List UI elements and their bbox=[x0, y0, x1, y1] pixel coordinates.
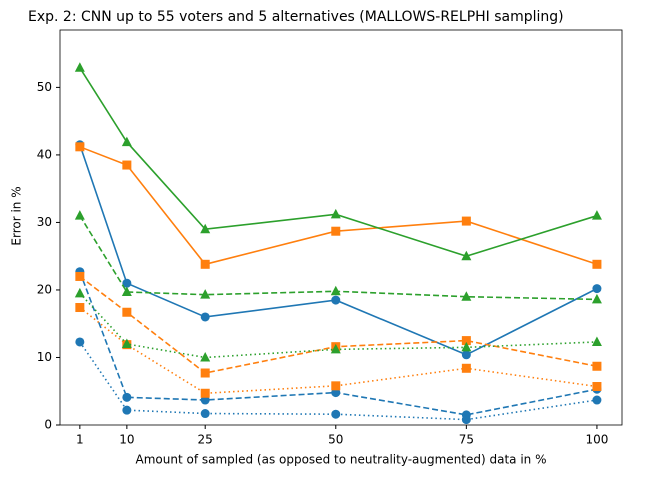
marker bbox=[74, 210, 85, 220]
marker bbox=[75, 271, 85, 281]
y-tick-label: 20 bbox=[37, 282, 52, 296]
series-line bbox=[79, 341, 598, 421]
marker bbox=[200, 312, 210, 322]
y-tick-label: 30 bbox=[37, 215, 52, 229]
y-tick-label: 10 bbox=[37, 350, 52, 364]
marker bbox=[461, 291, 472, 301]
x-axis-label: Amount of sampled (as opposed to neutral… bbox=[136, 453, 547, 467]
marker bbox=[200, 223, 211, 234]
marker bbox=[200, 259, 210, 269]
marker bbox=[591, 336, 602, 346]
series-line bbox=[79, 215, 597, 301]
marker bbox=[122, 307, 132, 317]
plot-frame bbox=[59, 29, 623, 426]
marker bbox=[331, 226, 341, 236]
marker bbox=[461, 341, 472, 352]
marker bbox=[122, 405, 132, 415]
x-tick-label: 75 bbox=[459, 433, 474, 447]
marker bbox=[121, 286, 132, 296]
x-tick-label: 50 bbox=[328, 433, 343, 447]
marker bbox=[122, 160, 132, 170]
marker bbox=[592, 259, 602, 269]
x-tick-label: 100 bbox=[585, 433, 608, 447]
marker bbox=[331, 295, 341, 305]
marker bbox=[200, 368, 210, 378]
marker bbox=[200, 388, 210, 398]
marker bbox=[331, 381, 341, 391]
marker bbox=[122, 392, 132, 402]
x-tick-label: 1 bbox=[76, 433, 84, 447]
marker bbox=[200, 409, 210, 419]
marker bbox=[592, 382, 602, 392]
series-line bbox=[79, 67, 598, 258]
chart-title: Exp. 2: CNN up to 55 voters and 5 altern… bbox=[28, 9, 564, 25]
marker bbox=[200, 351, 211, 362]
marker bbox=[461, 336, 471, 346]
x-tick-label: 25 bbox=[198, 433, 213, 447]
y-tick-label: 40 bbox=[37, 147, 52, 161]
series-line bbox=[79, 271, 598, 416]
marker bbox=[461, 350, 471, 360]
series-line bbox=[79, 306, 598, 395]
marker bbox=[121, 136, 132, 147]
marker bbox=[75, 337, 85, 347]
marker bbox=[461, 415, 471, 425]
marker bbox=[331, 388, 341, 398]
marker bbox=[200, 289, 211, 299]
series-line bbox=[79, 144, 598, 356]
marker bbox=[122, 278, 132, 288]
marker bbox=[75, 142, 85, 152]
marker bbox=[461, 250, 472, 261]
marker bbox=[331, 409, 341, 419]
marker bbox=[461, 363, 471, 373]
y-tick-label: 50 bbox=[37, 80, 52, 94]
marker bbox=[121, 338, 132, 348]
y-axis-label: Error in % bbox=[10, 186, 24, 245]
marker bbox=[330, 285, 341, 296]
marker bbox=[200, 395, 210, 405]
marker bbox=[74, 62, 85, 72]
marker bbox=[592, 395, 602, 405]
x-tick-label: 10 bbox=[119, 433, 134, 447]
marker bbox=[330, 343, 341, 354]
marker bbox=[591, 293, 602, 304]
marker bbox=[591, 210, 602, 220]
marker bbox=[592, 284, 602, 294]
marker bbox=[330, 208, 341, 219]
series-line bbox=[79, 146, 598, 266]
marker bbox=[74, 287, 85, 298]
marker bbox=[75, 303, 85, 313]
y-tick-label: 0 bbox=[44, 418, 52, 432]
marker bbox=[461, 216, 471, 226]
series-line bbox=[79, 275, 598, 374]
marker bbox=[592, 361, 602, 371]
